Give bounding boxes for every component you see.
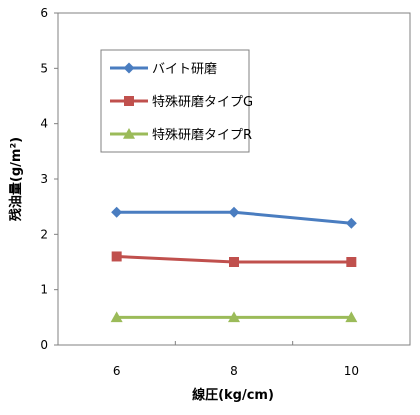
series-group xyxy=(110,206,358,323)
y-tick-label: 4 xyxy=(40,117,48,131)
y-tick-label: 2 xyxy=(40,227,48,241)
y-tick-label: 6 xyxy=(40,6,48,20)
x-axis-ticks: 6 8 10 xyxy=(113,341,359,378)
legend-entry: バイト研磨 xyxy=(110,62,217,77)
data-point xyxy=(110,311,123,323)
legend-marker xyxy=(123,128,135,139)
data-point xyxy=(346,257,357,267)
y-tick-label: 5 xyxy=(40,61,48,75)
y-tick-label: 3 xyxy=(40,172,48,186)
data-point xyxy=(228,206,240,218)
y-tick-label: 0 xyxy=(40,338,48,352)
x-axis-title: 線圧(kg/cm) xyxy=(192,387,274,403)
y-axis-ticks: 0 1 2 3 4 5 6 xyxy=(40,6,58,352)
legend-label: 特殊研磨タイプG xyxy=(152,95,253,110)
legend-label: 特殊研磨タイプR xyxy=(152,128,252,143)
series-3 xyxy=(110,311,358,323)
x-tick-label: 6 xyxy=(113,364,121,378)
y-tick-label: 1 xyxy=(40,283,48,297)
data-point xyxy=(111,206,123,218)
legend-marker xyxy=(124,96,134,106)
data-point xyxy=(229,257,239,267)
legend-label: バイト研磨 xyxy=(152,62,217,77)
y-axis-title: 残油量(g/m²) xyxy=(8,137,24,221)
x-tick-label: 10 xyxy=(344,364,359,378)
legend-entry: 特殊研磨タイプG xyxy=(110,95,253,110)
data-point xyxy=(111,251,122,262)
data-point xyxy=(228,311,240,323)
legend-entry: 特殊研磨タイプR xyxy=(110,128,252,143)
x-tick-label: 8 xyxy=(230,364,238,378)
data-point xyxy=(345,217,357,229)
series-2 xyxy=(111,251,357,267)
legend-marker xyxy=(123,62,135,74)
series-1 xyxy=(111,206,357,229)
data-point xyxy=(345,311,358,323)
